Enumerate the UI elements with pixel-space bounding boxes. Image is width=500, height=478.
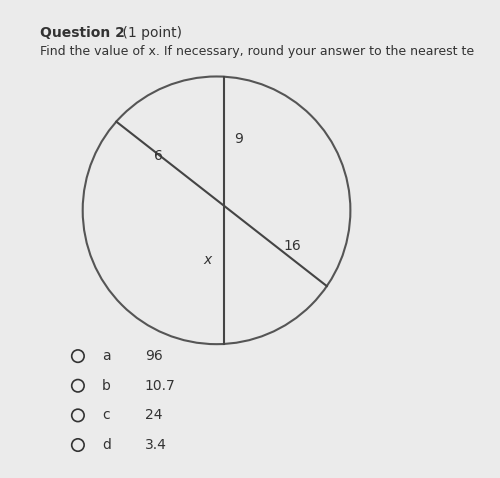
Text: 96: 96 xyxy=(145,349,162,363)
Text: b: b xyxy=(102,379,110,393)
Text: c: c xyxy=(102,408,110,423)
Text: 10.7: 10.7 xyxy=(145,379,176,393)
Text: 24: 24 xyxy=(145,408,162,423)
Text: x: x xyxy=(204,253,212,267)
Text: Find the value of x. If necessary, round your answer to the nearest te: Find the value of x. If necessary, round… xyxy=(40,45,474,58)
Text: 6: 6 xyxy=(154,150,162,163)
Text: a: a xyxy=(102,349,110,363)
Text: d: d xyxy=(102,438,110,452)
Text: 3.4: 3.4 xyxy=(145,438,167,452)
Text: 16: 16 xyxy=(283,239,301,253)
Text: 9: 9 xyxy=(234,132,243,146)
Text: Question 2: Question 2 xyxy=(40,26,125,40)
Text: (1 point): (1 point) xyxy=(118,26,182,40)
